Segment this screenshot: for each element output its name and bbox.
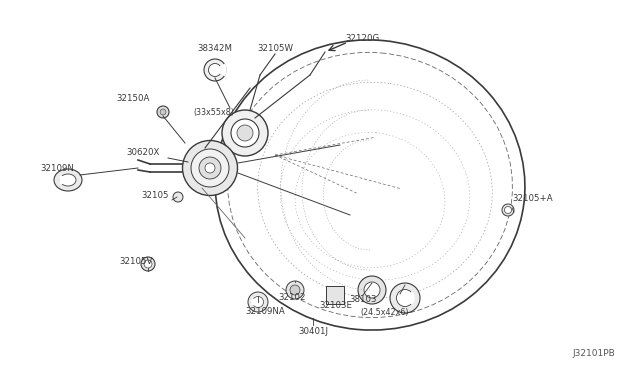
Wedge shape [405, 292, 414, 304]
Ellipse shape [364, 282, 380, 298]
Ellipse shape [222, 110, 268, 156]
Ellipse shape [204, 59, 226, 81]
Ellipse shape [54, 169, 82, 191]
Text: 32109N: 32109N [40, 164, 74, 173]
Circle shape [160, 109, 166, 115]
Ellipse shape [209, 64, 221, 77]
Text: 32102: 32102 [278, 294, 306, 302]
Circle shape [144, 260, 152, 268]
Text: 38103: 38103 [349, 295, 377, 305]
Wedge shape [215, 64, 226, 76]
Ellipse shape [358, 276, 386, 304]
Circle shape [286, 281, 304, 299]
Bar [326, 286, 344, 304]
Ellipse shape [60, 174, 76, 186]
Circle shape [290, 285, 300, 295]
Ellipse shape [253, 296, 264, 308]
Ellipse shape [237, 125, 253, 141]
Ellipse shape [205, 163, 215, 173]
Text: 32109NA: 32109NA [245, 308, 285, 317]
Text: 30401J: 30401J [298, 327, 328, 336]
Circle shape [173, 192, 183, 202]
Text: (33x55x8): (33x55x8) [193, 108, 234, 116]
Ellipse shape [397, 289, 413, 307]
Text: 32150A: 32150A [116, 93, 150, 103]
Ellipse shape [231, 119, 259, 147]
Text: 32105+A: 32105+A [512, 193, 552, 202]
Circle shape [504, 206, 511, 214]
Ellipse shape [191, 149, 229, 187]
Wedge shape [252, 299, 258, 305]
Wedge shape [60, 176, 68, 184]
Text: 30620X: 30620X [126, 148, 160, 157]
Text: (24.5x42x6): (24.5x42x6) [361, 308, 409, 317]
Text: 38342M: 38342M [198, 44, 232, 52]
Text: J32101PB: J32101PB [572, 349, 615, 358]
Text: 32105V: 32105V [119, 257, 153, 266]
Text: 32120G: 32120G [345, 33, 380, 42]
Text: 32105W: 32105W [257, 44, 293, 52]
Ellipse shape [390, 283, 420, 313]
Ellipse shape [182, 141, 237, 196]
Text: 32103E: 32103E [319, 301, 353, 310]
Ellipse shape [199, 157, 221, 179]
Ellipse shape [248, 292, 268, 312]
Circle shape [157, 106, 169, 118]
Circle shape [141, 257, 155, 271]
Circle shape [502, 204, 514, 216]
Text: 32105: 32105 [141, 190, 169, 199]
